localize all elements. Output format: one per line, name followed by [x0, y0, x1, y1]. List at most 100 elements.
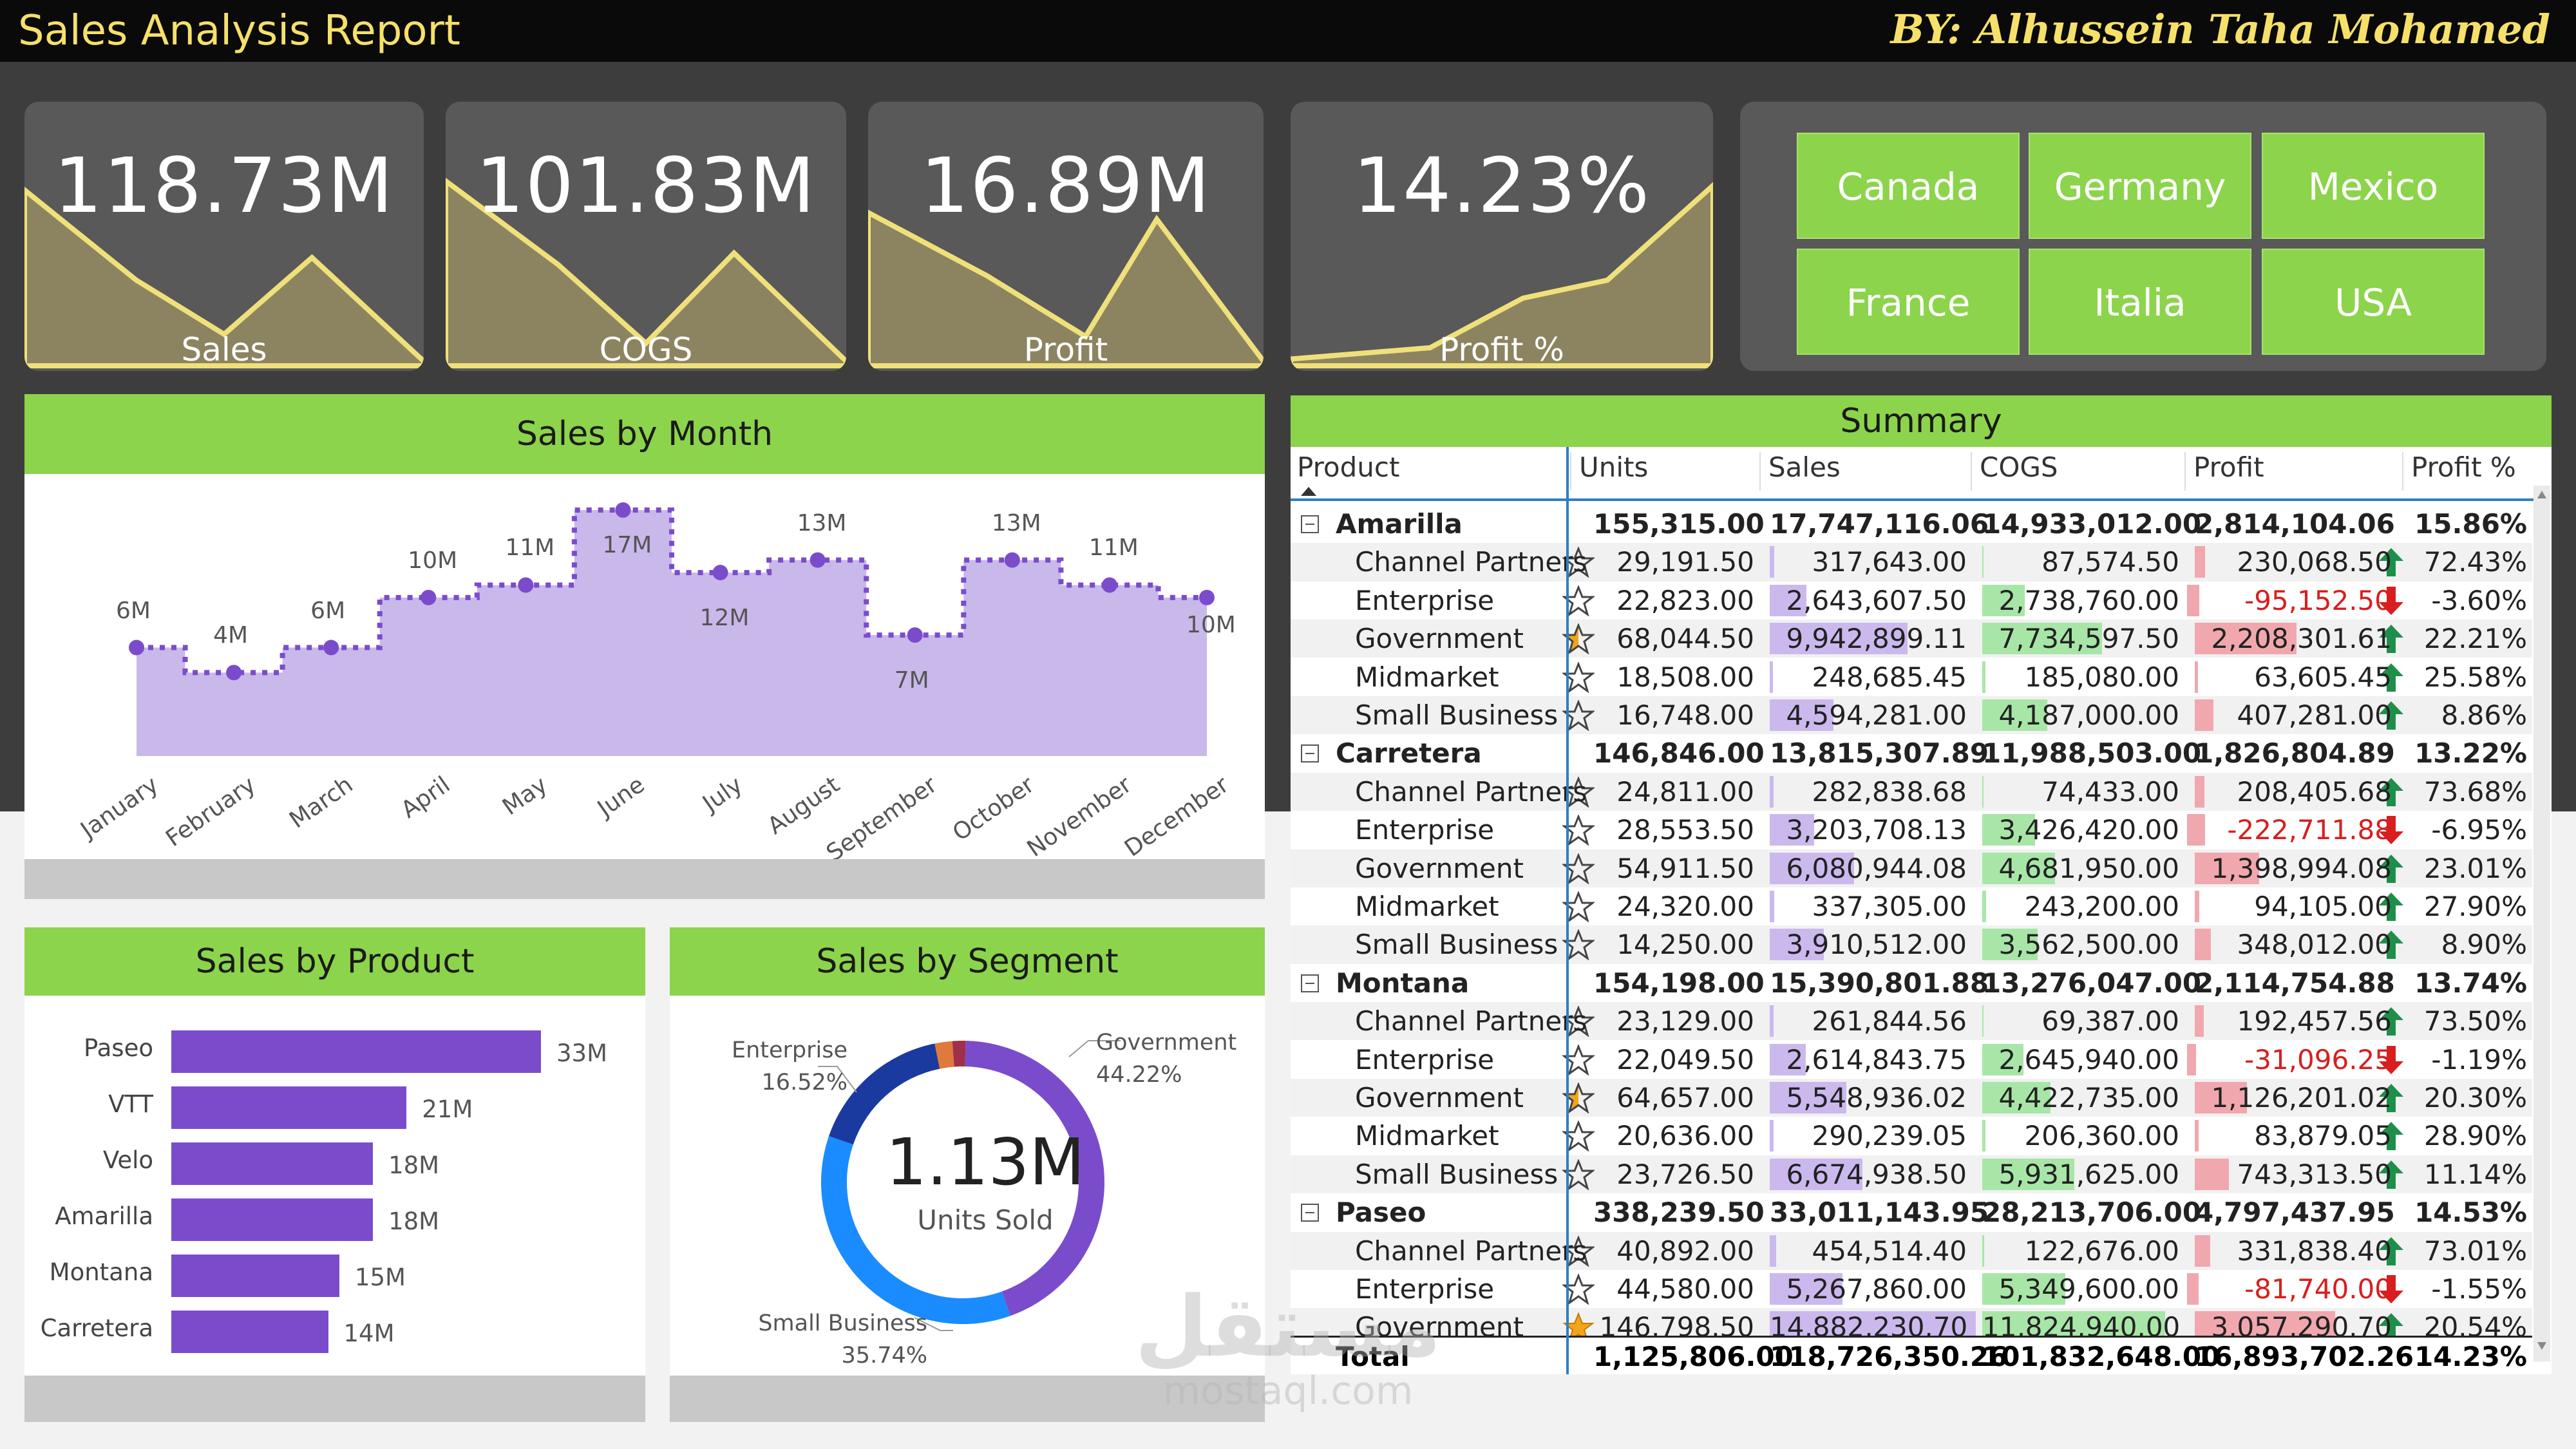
month-data-label-may: 11M	[505, 535, 555, 562]
table-group-row[interactable]: Carretera 146,846.00 13,815,307.89 11,988,5…	[1291, 734, 2532, 772]
sort-ascending-icon[interactable]	[1300, 486, 1318, 497]
month-area	[137, 510, 1207, 756]
sales-data-bar	[1770, 546, 1774, 578]
kpi-profit-sparkline	[868, 209, 1264, 368]
table-row[interactable]: Government 68,044.50 9,942,899.11 7,734,597…	[1291, 620, 2532, 658]
product-bar-vtt[interactable]	[171, 1086, 407, 1129]
table-row[interactable]: Enterprise 22,823.00 2,643,607.50 2,738,760…	[1291, 582, 2532, 620]
filter-button-italia[interactable]: Italia	[2029, 249, 2251, 355]
filter-button-usa[interactable]: USA	[2262, 249, 2485, 355]
profit-value: 192,457.56	[2237, 1005, 2392, 1037]
cogs-data-bar	[1982, 584, 2025, 616]
sales-by-product-header: Sales by Product	[24, 927, 645, 996]
collapse-icon[interactable]	[1301, 744, 1319, 763]
table-row[interactable]: Small Business 14,250.00 3,910,512.00 3,562…	[1291, 925, 2532, 964]
table-group-row[interactable]: Montana 154,198.00 15,390,801.88 13,276,047…	[1291, 964, 2532, 1002]
cogs-value: 122,676.00	[2024, 1235, 2179, 1267]
profit-pct-value: 73.50%	[2423, 1005, 2527, 1037]
units-value: 155,315.00	[1593, 508, 1765, 540]
profit-data-bar	[2195, 546, 2206, 578]
sales-by-month-chart: 6M 4M 6M 10M 11M 17M 12M 13M 7M 13M 11M 10M January F…	[24, 474, 1265, 867]
sales-data-bar	[1770, 661, 1774, 693]
product-bar-carretera[interactable]	[171, 1311, 328, 1353]
filter-button-france[interactable]: France	[1797, 249, 2020, 355]
cogs-value: 3,562,500.00	[1998, 929, 2179, 961]
profit-pct-value: 73.68%	[2423, 775, 2527, 808]
units-value: 338,239.50	[1593, 1197, 1765, 1229]
collapse-icon[interactable]	[1301, 1204, 1319, 1222]
scroll-up-icon[interactable]	[2536, 489, 2548, 500]
profit-value: 407,281.00	[2237, 699, 2392, 731]
arrow-up-icon	[2376, 929, 2406, 960]
table-row[interactable]: Enterprise 22,049.50 2,614,843.75 2,645,940…	[1291, 1041, 2532, 1079]
profit-pct-value: -3.60%	[2431, 584, 2527, 616]
column-header-sales[interactable]: Sales	[1768, 451, 1841, 483]
product-bar-amarilla[interactable]	[171, 1198, 374, 1241]
sparkline-path	[868, 209, 1264, 368]
table-row[interactable]: Enterprise 28,553.50 3,203,708.13 3,426,420…	[1291, 811, 2532, 849]
kpi-profit-value: 16.89M	[920, 141, 1211, 230]
table-row[interactable]: Enterprise 44,580.00 5,267,860.00 5,349,600…	[1291, 1270, 2532, 1308]
sparkline-path	[24, 186, 424, 368]
cogs-value: 14,933,012.00	[1982, 508, 2202, 540]
segment-name: Midmarket	[1355, 661, 1499, 693]
collapse-icon[interactable]	[1301, 515, 1319, 533]
sales-data-bar	[1770, 699, 1833, 731]
table-row[interactable]: Government 54,911.50 6,080,944.08 4,681,950…	[1291, 849, 2532, 887]
table-row[interactable]: Government 64,657.00 5,548,936.02 4,422,735…	[1291, 1079, 2532, 1117]
table-group-row[interactable]: Paseo 338,239.50 33,011,143.95 28,213,706.0…	[1291, 1193, 2532, 1231]
units-value: 154,198.00	[1593, 967, 1765, 999]
filter-button-germany[interactable]: Germany	[2029, 133, 2251, 239]
table-row[interactable]: Channel Partners 40,892.00 454,514.40 122,6…	[1291, 1231, 2532, 1270]
total-cogs: 101,832,648.00	[1982, 1341, 2221, 1372]
table-row[interactable]: Channel Partners 29,191.50 317,643.00 87,57…	[1291, 543, 2532, 582]
profit-data-bar	[2195, 1120, 2199, 1152]
segment-slice-enterprise	[829, 1043, 940, 1145]
cogs-value: 5,931,625.00	[1998, 1158, 2179, 1190]
collapse-icon[interactable]	[1301, 974, 1319, 992]
units-value: 16,748.00	[1616, 699, 1754, 731]
cogs-value: 69,387.00	[2041, 1005, 2179, 1037]
table-row[interactable]: Channel Partners 24,811.00 282,838.68 74,43…	[1291, 772, 2532, 811]
watermark: مستقل mostaql.com	[1133, 1282, 1443, 1417]
product-bar-velo[interactable]	[171, 1142, 374, 1185]
profit-value: 1,826,804.89	[2195, 737, 2395, 770]
kpi-profit-label: Profit	[1023, 331, 1108, 368]
table-group-row[interactable]: Amarilla 155,315.00 17,747,116.06 14,933,01…	[1291, 505, 2532, 543]
table-row[interactable]: Small Business 23,726.50 6,674,938.50 5,931…	[1291, 1155, 2532, 1194]
filter-button-canada[interactable]: Canada	[1797, 133, 2020, 239]
profit-pct-value: 8.90%	[2441, 929, 2527, 961]
scroll-down-icon[interactable]	[2536, 1341, 2548, 1351]
product-bar-paseo[interactable]	[171, 1030, 541, 1073]
table-row[interactable]: Midmarket 18,508.00 248,685.45 185,080.00 63…	[1291, 658, 2532, 696]
column-header-profit-pct[interactable]: Profit %	[2411, 451, 2516, 483]
column-header-cogs[interactable]: COGS	[1980, 451, 2058, 483]
cogs-value: 74,433.00	[2041, 775, 2179, 808]
profit-pct-value: 13.74%	[2414, 967, 2527, 999]
summary-table[interactable]: Product Units Sales COGS Profit Profit % Amar…	[1291, 447, 2552, 1374]
profit-value: 1,398,994.08	[2211, 852, 2392, 884]
units-value: 20,636.00	[1616, 1120, 1754, 1152]
table-row[interactable]: Small Business 16,748.00 4,594,281.00 4,187…	[1291, 696, 2532, 735]
leader-government	[1068, 1040, 1121, 1057]
sales-data-bar	[1770, 1120, 1774, 1152]
sales-data-bar	[1770, 1158, 1862, 1190]
filter-button-mexico[interactable]: Mexico	[2262, 133, 2485, 239]
profit-data-bar	[2187, 814, 2205, 846]
product-bar-montana[interactable]	[171, 1255, 339, 1297]
cogs-data-bar	[1982, 1005, 1984, 1037]
table-row[interactable]: Midmarket 24,320.00 337,305.00 243,200.00 94…	[1291, 887, 2532, 925]
units-value: 22,049.50	[1616, 1043, 1754, 1075]
column-header-profit[interactable]: Profit	[2193, 451, 2264, 483]
profit-value: 331,838.40	[2237, 1235, 2392, 1267]
column-header-product[interactable]: Product	[1297, 451, 1400, 483]
table-row[interactable]: Midmarket 20,636.00 290,239.05 206,360.00 83…	[1291, 1117, 2532, 1155]
profit-pct-value: 25.58%	[2423, 661, 2527, 693]
table-row[interactable]: Channel Partners 23,129.00 261,844.56 69,38…	[1291, 1002, 2532, 1041]
table-scrollbar[interactable]	[2533, 486, 2550, 1361]
profit-value: 83,879.05	[2254, 1120, 2392, 1152]
column-header-units[interactable]: Units	[1579, 451, 1649, 483]
cogs-value: 13,276,047.00	[1982, 967, 2202, 999]
column-separator	[1570, 452, 1571, 491]
sales-value: 337,305.00	[1812, 891, 1967, 922]
